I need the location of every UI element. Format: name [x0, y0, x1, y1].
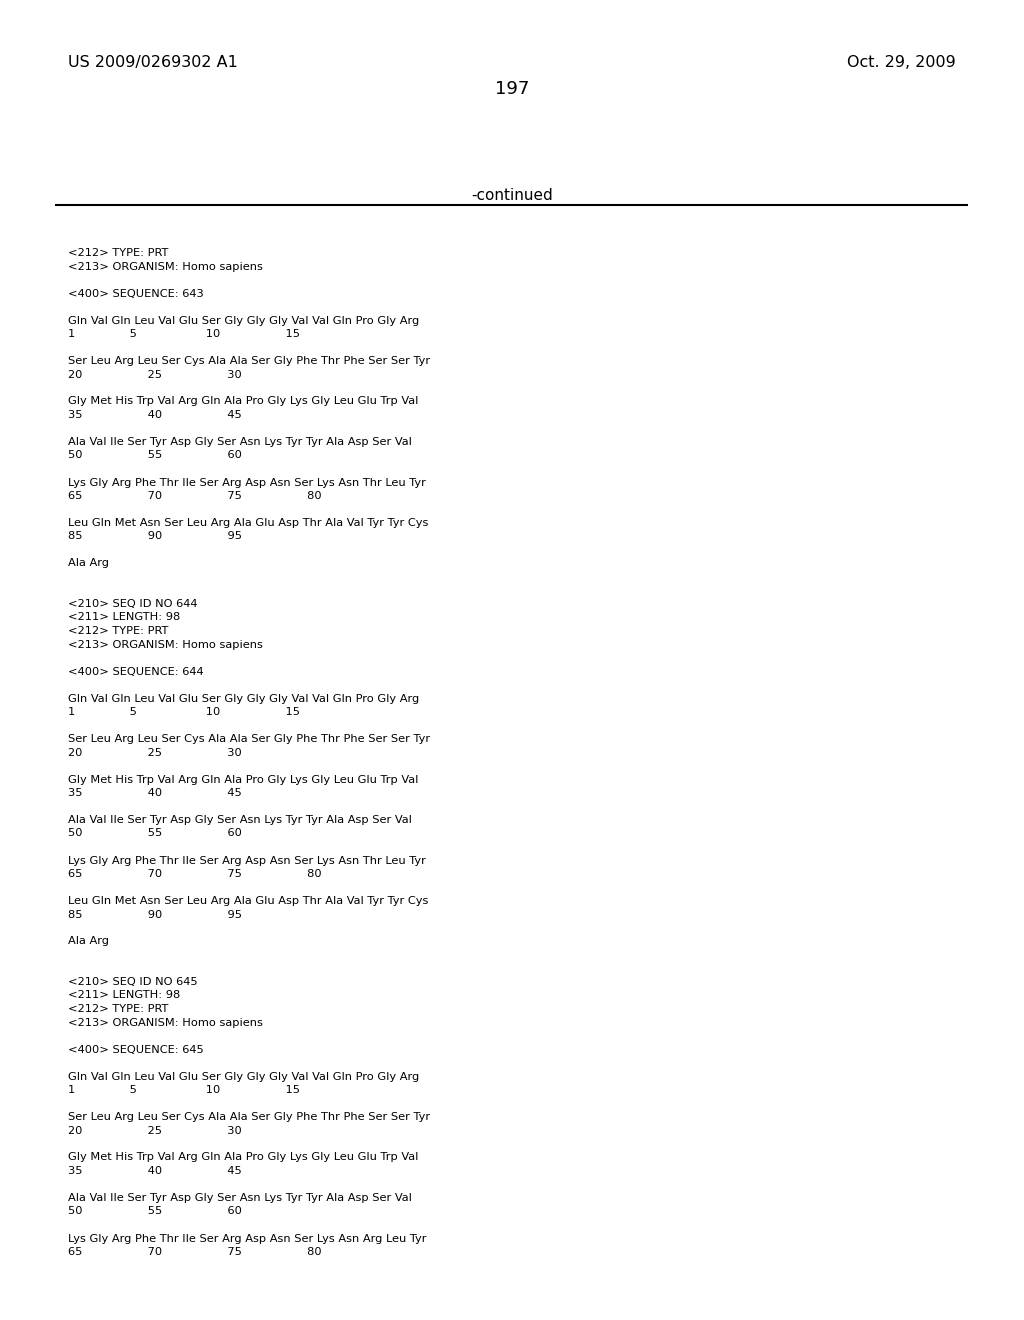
Text: 1               5                   10                  15: 1 5 10 15: [68, 1085, 300, 1096]
Text: Oct. 29, 2009: Oct. 29, 2009: [847, 55, 956, 70]
Text: 50                  55                  60: 50 55 60: [68, 829, 242, 838]
Text: Lys Gly Arg Phe Thr Ile Ser Arg Asp Asn Ser Lys Asn Arg Leu Tyr: Lys Gly Arg Phe Thr Ile Ser Arg Asp Asn …: [68, 1233, 427, 1243]
Text: Gln Val Gln Leu Val Glu Ser Gly Gly Gly Val Val Gln Pro Gly Arg: Gln Val Gln Leu Val Glu Ser Gly Gly Gly …: [68, 1072, 419, 1081]
Text: 50                  55                  60: 50 55 60: [68, 450, 242, 461]
Text: <400> SEQUENCE: 644: <400> SEQUENCE: 644: [68, 667, 204, 676]
Text: Ser Leu Arg Leu Ser Cys Ala Ala Ser Gly Phe Thr Phe Ser Ser Tyr: Ser Leu Arg Leu Ser Cys Ala Ala Ser Gly …: [68, 356, 430, 366]
Text: Ser Leu Arg Leu Ser Cys Ala Ala Ser Gly Phe Thr Phe Ser Ser Tyr: Ser Leu Arg Leu Ser Cys Ala Ala Ser Gly …: [68, 1111, 430, 1122]
Text: <213> ORGANISM: Homo sapiens: <213> ORGANISM: Homo sapiens: [68, 1018, 263, 1027]
Text: <212> TYPE: PRT: <212> TYPE: PRT: [68, 1005, 168, 1014]
Text: Ser Leu Arg Leu Ser Cys Ala Ala Ser Gly Phe Thr Phe Ser Ser Tyr: Ser Leu Arg Leu Ser Cys Ala Ala Ser Gly …: [68, 734, 430, 744]
Text: Ala Val Ile Ser Tyr Asp Gly Ser Asn Lys Tyr Tyr Ala Asp Ser Val: Ala Val Ile Ser Tyr Asp Gly Ser Asn Lys …: [68, 1193, 412, 1203]
Text: <213> ORGANISM: Homo sapiens: <213> ORGANISM: Homo sapiens: [68, 639, 263, 649]
Text: 35                  40                  45: 35 40 45: [68, 411, 242, 420]
Text: <211> LENGTH: 98: <211> LENGTH: 98: [68, 990, 180, 1001]
Text: Gln Val Gln Leu Val Glu Ser Gly Gly Gly Val Val Gln Pro Gly Arg: Gln Val Gln Leu Val Glu Ser Gly Gly Gly …: [68, 693, 419, 704]
Text: 20                  25                  30: 20 25 30: [68, 370, 242, 380]
Text: 85                  90                  95: 85 90 95: [68, 532, 242, 541]
Text: 65                  70                  75                  80: 65 70 75 80: [68, 869, 322, 879]
Text: US 2009/0269302 A1: US 2009/0269302 A1: [68, 55, 238, 70]
Text: 20                  25                  30: 20 25 30: [68, 1126, 242, 1135]
Text: Gly Met His Trp Val Arg Gln Ala Pro Gly Lys Gly Leu Glu Trp Val: Gly Met His Trp Val Arg Gln Ala Pro Gly …: [68, 1152, 419, 1163]
Text: 50                  55                  60: 50 55 60: [68, 1206, 242, 1217]
Text: Ala Arg: Ala Arg: [68, 558, 109, 569]
Text: <210> SEQ ID NO 644: <210> SEQ ID NO 644: [68, 599, 198, 609]
Text: <400> SEQUENCE: 643: <400> SEQUENCE: 643: [68, 289, 204, 298]
Text: <400> SEQUENCE: 645: <400> SEQUENCE: 645: [68, 1044, 204, 1055]
Text: Lys Gly Arg Phe Thr Ile Ser Arg Asp Asn Ser Lys Asn Thr Leu Tyr: Lys Gly Arg Phe Thr Ile Ser Arg Asp Asn …: [68, 478, 426, 487]
Text: Lys Gly Arg Phe Thr Ile Ser Arg Asp Asn Ser Lys Asn Thr Leu Tyr: Lys Gly Arg Phe Thr Ile Ser Arg Asp Asn …: [68, 855, 426, 866]
Text: Gln Val Gln Leu Val Glu Ser Gly Gly Gly Val Val Gln Pro Gly Arg: Gln Val Gln Leu Val Glu Ser Gly Gly Gly …: [68, 315, 419, 326]
Text: Leu Gln Met Asn Ser Leu Arg Ala Glu Asp Thr Ala Val Tyr Tyr Cys: Leu Gln Met Asn Ser Leu Arg Ala Glu Asp …: [68, 896, 428, 906]
Text: 20                  25                  30: 20 25 30: [68, 747, 242, 758]
Text: 85                  90                  95: 85 90 95: [68, 909, 242, 920]
Text: 197: 197: [495, 81, 529, 98]
Text: 1               5                   10                  15: 1 5 10 15: [68, 708, 300, 717]
Text: 35                  40                  45: 35 40 45: [68, 788, 242, 799]
Text: Ala Arg: Ala Arg: [68, 936, 109, 946]
Text: <212> TYPE: PRT: <212> TYPE: PRT: [68, 626, 168, 636]
Text: <211> LENGTH: 98: <211> LENGTH: 98: [68, 612, 180, 623]
Text: 65                  70                  75                  80: 65 70 75 80: [68, 491, 322, 502]
Text: Leu Gln Met Asn Ser Leu Arg Ala Glu Asp Thr Ala Val Tyr Tyr Cys: Leu Gln Met Asn Ser Leu Arg Ala Glu Asp …: [68, 517, 428, 528]
Text: Gly Met His Trp Val Arg Gln Ala Pro Gly Lys Gly Leu Glu Trp Val: Gly Met His Trp Val Arg Gln Ala Pro Gly …: [68, 775, 419, 784]
Text: Ala Val Ile Ser Tyr Asp Gly Ser Asn Lys Tyr Tyr Ala Asp Ser Val: Ala Val Ile Ser Tyr Asp Gly Ser Asn Lys …: [68, 814, 412, 825]
Text: <212> TYPE: PRT: <212> TYPE: PRT: [68, 248, 168, 257]
Text: <213> ORGANISM: Homo sapiens: <213> ORGANISM: Homo sapiens: [68, 261, 263, 272]
Text: <210> SEQ ID NO 645: <210> SEQ ID NO 645: [68, 977, 198, 987]
Text: Ala Val Ile Ser Tyr Asp Gly Ser Asn Lys Tyr Tyr Ala Asp Ser Val: Ala Val Ile Ser Tyr Asp Gly Ser Asn Lys …: [68, 437, 412, 447]
Text: 1               5                   10                  15: 1 5 10 15: [68, 329, 300, 339]
Text: -continued: -continued: [471, 187, 553, 203]
Text: 65                  70                  75                  80: 65 70 75 80: [68, 1247, 322, 1257]
Text: Gly Met His Trp Val Arg Gln Ala Pro Gly Lys Gly Leu Glu Trp Val: Gly Met His Trp Val Arg Gln Ala Pro Gly …: [68, 396, 419, 407]
Text: 35                  40                  45: 35 40 45: [68, 1166, 242, 1176]
